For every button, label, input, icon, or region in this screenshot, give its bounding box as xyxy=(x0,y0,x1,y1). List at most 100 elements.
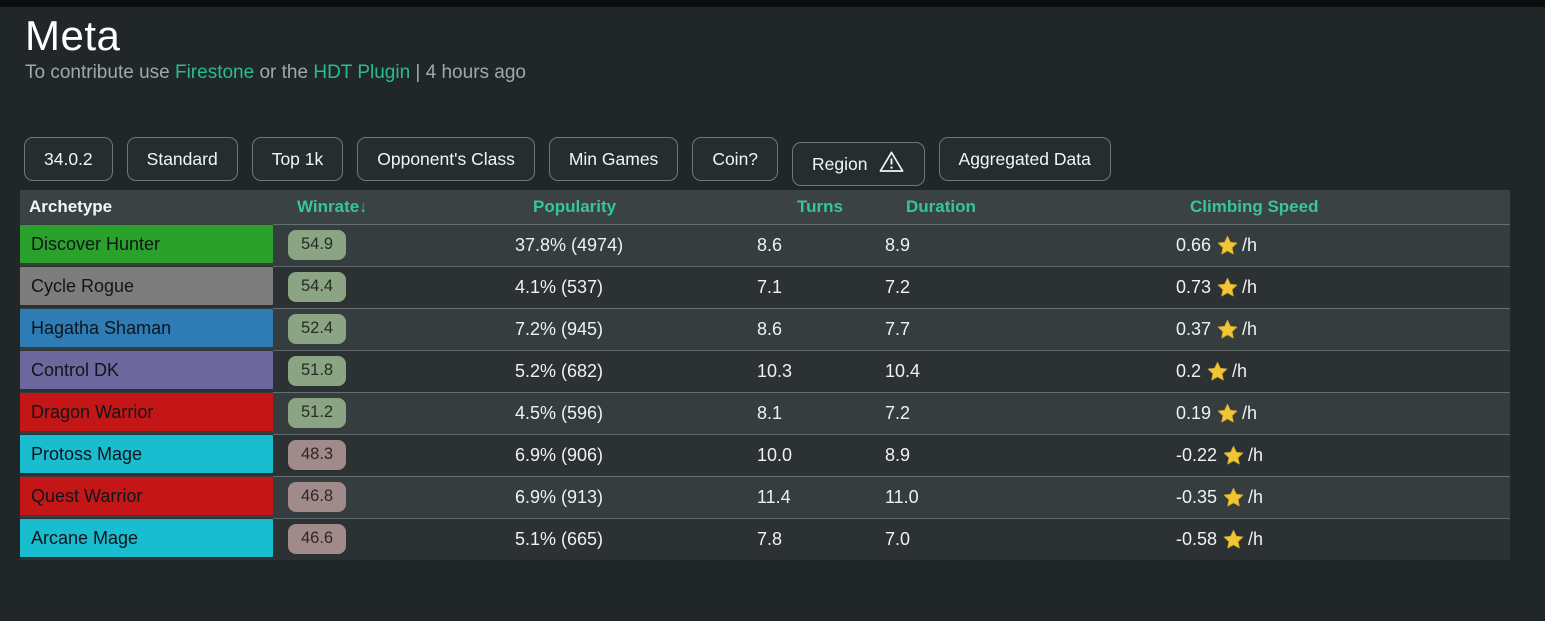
climbing-speed-value: -0.22 xyxy=(1176,444,1218,465)
popularity-value: 5.1% (665) xyxy=(500,518,752,560)
popularity-value: 6.9% (906) xyxy=(500,434,752,476)
winrate-badge: 51.8 xyxy=(288,356,347,386)
sort-descending-icon: ↓ xyxy=(359,199,368,217)
winrate-badge: 51.2 xyxy=(288,398,347,428)
climbing-speed-unit: /h xyxy=(1242,276,1258,297)
table-row: Control DK 51.8 5.2% (682) 10.3 10.4 0.2… xyxy=(20,350,1510,393)
winrate-cell: 46.8 xyxy=(273,476,500,518)
duration-value: 8.9 xyxy=(878,224,1170,266)
winrate-cell: 51.8 xyxy=(273,350,500,392)
popularity-value: 6.9% (913) xyxy=(500,476,752,518)
star-icon xyxy=(1217,277,1238,296)
firestone-link[interactable]: Firestone xyxy=(174,62,255,84)
table-row: Protoss Mage 48.3 6.9% (906) 10.0 8.9 -0… xyxy=(20,434,1510,477)
winrate-cell: 46.6 xyxy=(273,518,500,560)
column-header-duration[interactable]: Duration xyxy=(906,197,976,217)
turns-value: 7.1 xyxy=(752,266,878,308)
climbing-speed-value: 0.2 xyxy=(1176,360,1202,381)
climbing-speed-cell: -0.35 /h xyxy=(1170,476,1510,518)
column-header-archetype[interactable]: Archetype xyxy=(29,197,113,217)
table-row: Discover Hunter 54.9 37.8% (4974) 8.6 8.… xyxy=(20,224,1510,267)
climbing-speed-cell: 0.37 /h xyxy=(1170,308,1510,350)
subtitle-text: To contribute use xyxy=(25,62,175,84)
filter-button-label: Region xyxy=(812,153,868,174)
winrate-badge: 54.9 xyxy=(288,230,347,260)
filter-button-opponent-s-class[interactable]: Opponent's Class xyxy=(357,137,535,182)
winrate-cell: 52.4 xyxy=(273,308,500,350)
archetype-cell[interactable]: Control DK xyxy=(20,351,273,390)
turns-value: 8.1 xyxy=(752,392,878,434)
column-header-climbing-speed[interactable]: Climbing Speed xyxy=(1190,197,1319,217)
hdt-plugin-link[interactable]: HDT Plugin xyxy=(313,62,411,84)
climbing-speed-unit: /h xyxy=(1232,360,1248,381)
winrate-badge: 46.8 xyxy=(288,482,347,512)
archetype-cell[interactable]: Cycle Rogue xyxy=(20,267,273,306)
column-header-popularity[interactable]: Popularity xyxy=(533,197,617,217)
climbing-speed-value: 0.19 xyxy=(1176,402,1212,423)
table-row: Quest Warrior 46.8 6.9% (913) 11.4 11.0 … xyxy=(20,476,1510,519)
popularity-value: 37.8% (4974) xyxy=(500,224,752,266)
filter-button-label: 34.0.2 xyxy=(44,148,93,169)
filter-button-aggregated-data[interactable]: Aggregated Data xyxy=(938,137,1111,182)
climbing-speed-value: 0.66 xyxy=(1176,234,1212,255)
filter-button-min-games[interactable]: Min Games xyxy=(548,137,679,182)
climbing-speed-cell: 0.66 /h xyxy=(1170,224,1510,266)
popularity-value: 4.5% (596) xyxy=(500,392,752,434)
climbing-speed-cell: -0.58 /h xyxy=(1170,518,1510,560)
climbing-speed-cell: 0.2 /h xyxy=(1170,350,1510,392)
archetype-cell[interactable]: Arcane Mage xyxy=(20,519,273,558)
duration-value: 10.4 xyxy=(878,350,1170,392)
meta-table: Archetype Winrate↓ Popularity Turns Dura… xyxy=(20,190,1510,561)
column-header-turns[interactable]: Turns xyxy=(797,197,843,217)
climbing-speed-cell: 0.19 /h xyxy=(1170,392,1510,434)
climbing-speed-cell: 0.73 /h xyxy=(1170,266,1510,308)
archetype-label: Hagatha Shaman xyxy=(31,317,172,338)
filter-button-coin-[interactable]: Coin? xyxy=(692,137,779,182)
archetype-cell[interactable]: Quest Warrior xyxy=(20,477,273,516)
climbing-speed-unit: /h xyxy=(1248,444,1264,465)
winrate-cell: 54.4 xyxy=(273,266,500,308)
filter-button-standard[interactable]: Standard xyxy=(126,137,238,182)
page-subtitle: To contribute use Firestone or the HDT P… xyxy=(25,62,1545,84)
filter-button-label: Min Games xyxy=(568,148,659,169)
filter-bar: 34.0.2 Standard Top 1k xyxy=(24,137,1545,187)
star-icon xyxy=(1217,235,1238,254)
table-body: Discover Hunter 54.9 37.8% (4974) 8.6 8.… xyxy=(20,224,1510,561)
archetype-cell[interactable]: Protoss Mage xyxy=(20,435,273,474)
duration-value: 7.0 xyxy=(878,518,1170,560)
column-header-winrate[interactable]: Winrate↓ xyxy=(273,197,500,217)
climbing-speed-unit: /h xyxy=(1248,486,1264,507)
table-row: Cycle Rogue 54.4 4.1% (537) 7.1 7.2 0.73… xyxy=(20,266,1510,309)
popularity-value: 7.2% (945) xyxy=(500,308,752,350)
winrate-badge: 48.3 xyxy=(288,440,347,470)
star-icon xyxy=(1223,529,1244,548)
archetype-cell[interactable]: Discover Hunter xyxy=(20,225,273,264)
climbing-speed-value: 0.37 xyxy=(1176,318,1212,339)
top-bar xyxy=(0,0,1545,7)
table-header-row: Archetype Winrate↓ Popularity Turns Dura… xyxy=(20,190,1510,225)
filter-button-label: Aggregated Data xyxy=(958,148,1091,169)
filter-button-label: Top 1k xyxy=(271,148,324,169)
star-icon xyxy=(1207,361,1228,380)
star-icon xyxy=(1223,445,1244,464)
filter-button-region[interactable]: Region xyxy=(792,142,925,187)
filter-button-34-0-2[interactable]: 34.0.2 xyxy=(24,137,113,182)
table-row: Arcane Mage 46.6 5.1% (665) 7.8 7.0 -0.5… xyxy=(20,518,1510,561)
star-icon xyxy=(1223,487,1244,506)
turns-value: 10.0 xyxy=(752,434,878,476)
page-title: Meta xyxy=(25,12,121,59)
filter-button-top-1k[interactable]: Top 1k xyxy=(251,137,344,182)
archetype-cell[interactable]: Hagatha Shaman xyxy=(20,309,273,348)
turns-value: 11.4 xyxy=(752,476,878,518)
winrate-badge: 52.4 xyxy=(288,314,347,344)
archetype-cell[interactable]: Dragon Warrior xyxy=(20,393,273,432)
page-header: Meta To contribute use Firestone or the … xyxy=(0,7,1545,84)
winrate-cell: 54.9 xyxy=(273,224,500,266)
popularity-value: 4.1% (537) xyxy=(500,266,752,308)
archetype-label: Control DK xyxy=(31,359,120,380)
subtitle-timestamp: | 4 hours ago xyxy=(410,62,527,84)
table-row: Dragon Warrior 51.2 4.5% (596) 8.1 7.2 0… xyxy=(20,392,1510,435)
archetype-label: Protoss Mage xyxy=(31,443,143,464)
duration-value: 8.9 xyxy=(878,434,1170,476)
winrate-cell: 51.2 xyxy=(273,392,500,434)
